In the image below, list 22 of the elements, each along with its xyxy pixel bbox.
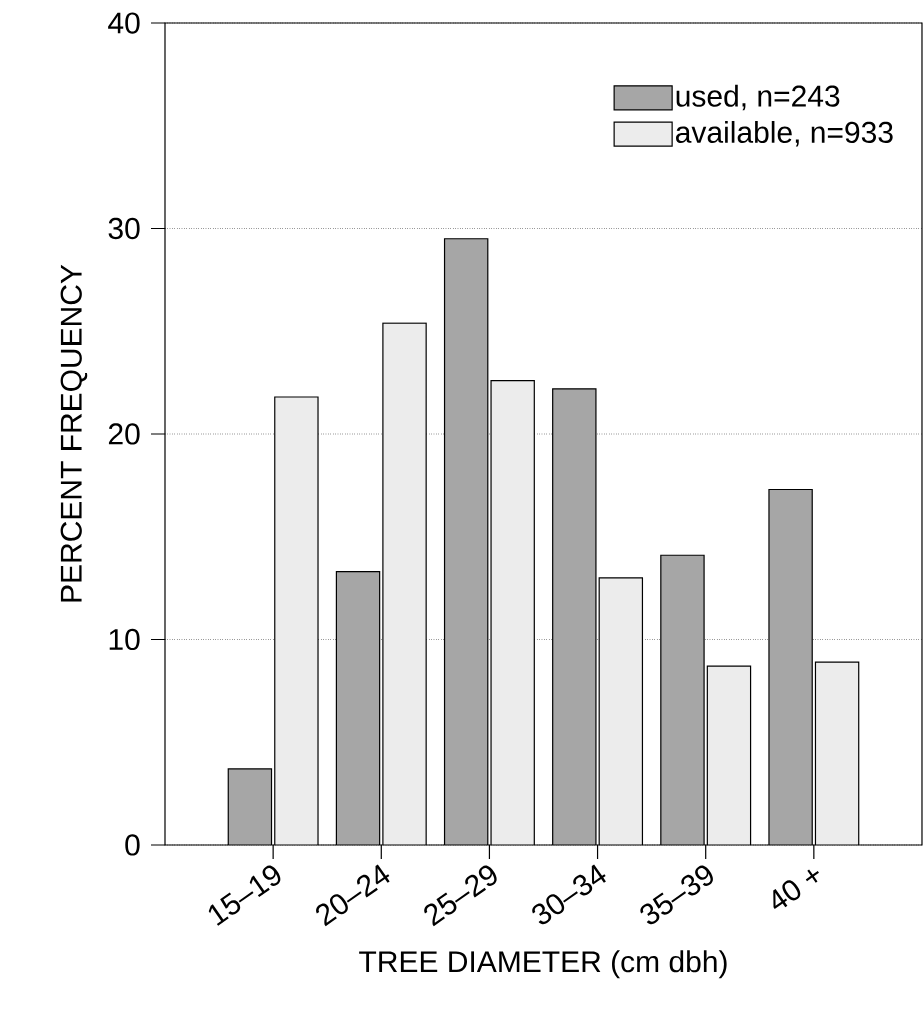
y-tick-label: 20 (108, 423, 140, 445)
bar (274, 397, 319, 845)
x-tick-label: 40 + (773, 869, 819, 909)
bar (599, 577, 643, 845)
y-tick-label: 0 (125, 834, 140, 856)
bar (768, 488, 813, 845)
legend-label: available, n=933 (676, 120, 893, 147)
bar (382, 323, 427, 845)
x-axis-title: TREE DIAMETER (cm dbh) (359, 950, 727, 979)
bar (444, 238, 488, 845)
y-tick-label: 10 (109, 628, 140, 651)
bar (814, 661, 860, 845)
y-tick-label: 30 (108, 217, 140, 240)
legend-label: used, n=243 (676, 84, 840, 111)
bar (707, 666, 751, 845)
y-axis-title: PERCENT FREQUENCY (60, 264, 88, 602)
bar (491, 380, 535, 845)
bar (336, 571, 380, 845)
bar (228, 768, 272, 845)
y-tick-label: 40 (108, 12, 140, 34)
bar (552, 388, 596, 845)
bar (660, 555, 705, 845)
